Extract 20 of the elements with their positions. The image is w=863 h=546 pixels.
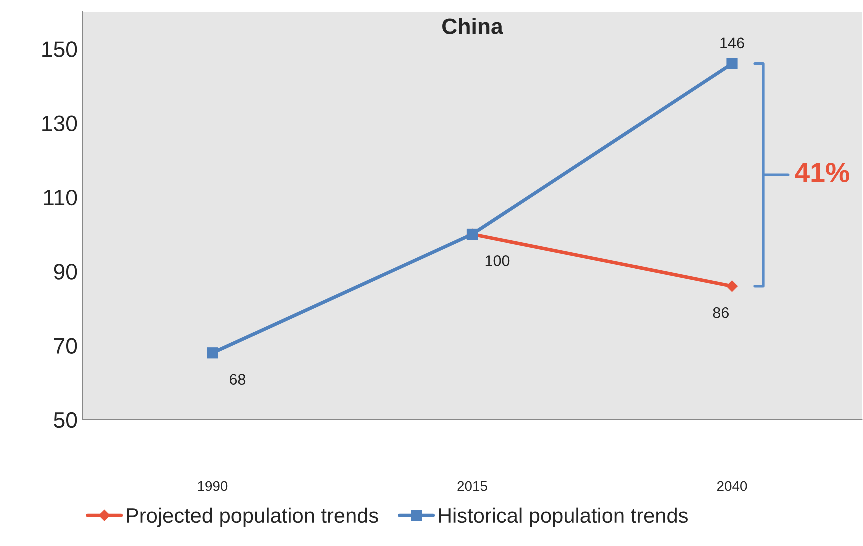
point	[207, 348, 218, 359]
y-tick-label: 130	[42, 116, 78, 132]
data-label: 86	[713, 307, 729, 318]
x-tick-label: 2040	[718, 481, 748, 492]
y-tick-label: 150	[42, 42, 78, 58]
data-label: 100	[486, 256, 510, 266]
data-label: 146	[720, 38, 744, 49]
legend-label: Historical population trends	[439, 508, 688, 528]
y-tick-label: 50	[54, 412, 78, 428]
legend-label: Projected population trends	[127, 508, 378, 528]
y-tick-label: 90	[54, 264, 78, 280]
point	[726, 280, 738, 292]
chart-title: China	[442, 18, 504, 34]
annotation: 41%	[795, 163, 850, 183]
x-tick-label: 1990	[198, 481, 228, 492]
data-label: 68	[230, 374, 246, 386]
y-tick-label: 70	[54, 338, 78, 354]
point	[726, 58, 738, 70]
x-tick-label: 2015	[458, 481, 488, 492]
y-tick-label: 110	[44, 190, 78, 206]
